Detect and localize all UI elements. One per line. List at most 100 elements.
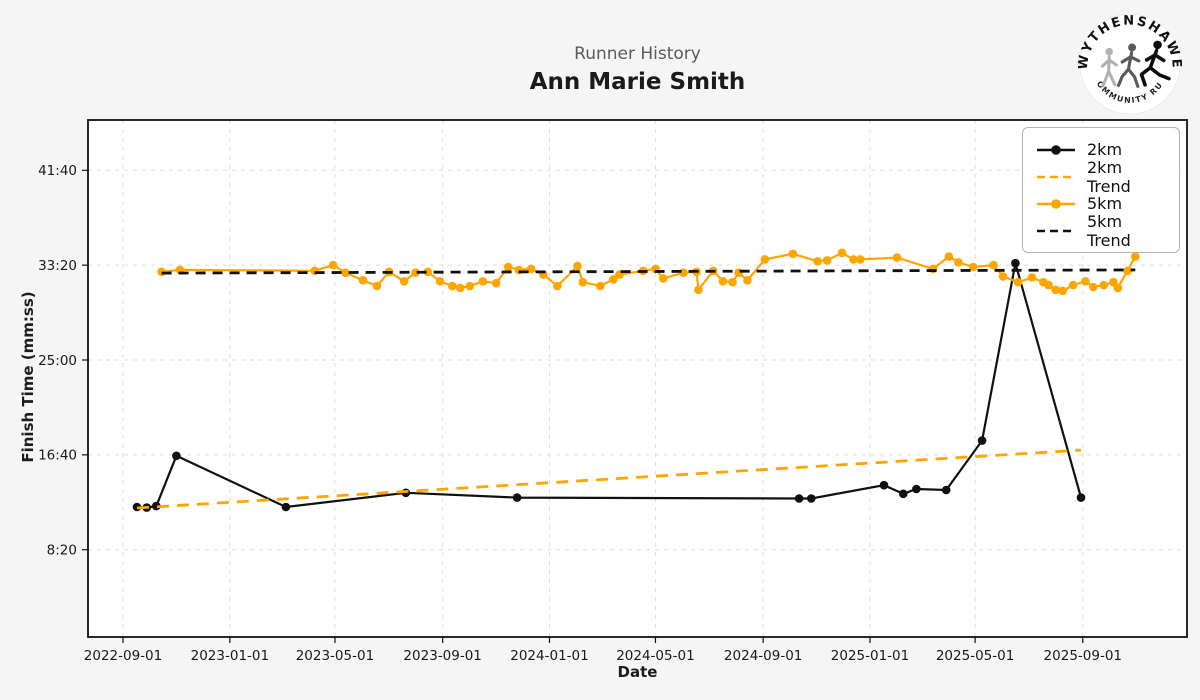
data-point bbox=[1099, 280, 1109, 290]
legend-item-2km: 2km bbox=[1035, 136, 1167, 163]
x-tick-label: 2024-05-01 bbox=[616, 648, 694, 664]
2km-trend-dash-sample-icon bbox=[1035, 169, 1077, 185]
legend-item-5km: 5km bbox=[1035, 190, 1167, 217]
data-point bbox=[512, 493, 522, 502]
series-2km-trend bbox=[136, 448, 1082, 510]
series-line bbox=[161, 268, 1136, 275]
data-point bbox=[1131, 252, 1140, 261]
data-point bbox=[1051, 285, 1060, 295]
runner-silhouette-mid-icon bbox=[1117, 43, 1141, 88]
x-tick-label: 2024-01-01 bbox=[510, 648, 588, 664]
legend-item-5km-trend: 5km Trend bbox=[1035, 212, 1167, 250]
data-point bbox=[573, 261, 582, 271]
data-point bbox=[944, 252, 954, 261]
data-point bbox=[553, 281, 562, 291]
legend: 2km 2km Trend 5km 5km Trend bbox=[1022, 127, 1180, 253]
data-point bbox=[504, 262, 513, 272]
data-point bbox=[743, 276, 752, 285]
x-axis-label: Date bbox=[617, 663, 658, 681]
data-point bbox=[977, 436, 987, 445]
data-point bbox=[1011, 258, 1020, 268]
runner-silhouette-dark-icon bbox=[1139, 40, 1171, 87]
data-point bbox=[1081, 277, 1090, 286]
data-point bbox=[807, 494, 816, 503]
data-point bbox=[455, 283, 465, 293]
runner-name-title: Ann Marie Smith bbox=[529, 69, 746, 96]
data-point bbox=[998, 272, 1008, 281]
data-point bbox=[578, 277, 588, 287]
data-point bbox=[760, 255, 770, 264]
data-point bbox=[152, 501, 161, 511]
data-point bbox=[694, 285, 703, 295]
series-line bbox=[136, 262, 1083, 509]
data-point bbox=[989, 260, 998, 270]
data-point bbox=[794, 494, 804, 503]
y-tick-label: 8:20 bbox=[47, 543, 77, 559]
runners-icon bbox=[1100, 40, 1171, 88]
plot-border bbox=[87, 119, 1188, 638]
data-point bbox=[899, 489, 908, 499]
data-point bbox=[372, 281, 382, 291]
y-axis-label: Finish Time (mm:ss) bbox=[19, 291, 37, 463]
data-point bbox=[879, 480, 889, 490]
5km-line-sample-icon bbox=[1035, 196, 1077, 212]
data-point bbox=[423, 267, 433, 277]
data-point bbox=[849, 255, 858, 264]
data-point bbox=[526, 264, 536, 274]
data-point bbox=[1068, 280, 1078, 290]
data-point bbox=[969, 262, 978, 272]
legend-label-5km: 5km bbox=[1087, 194, 1123, 213]
series-5km-trend bbox=[161, 268, 1136, 275]
legend-item-2km-trend: 2km Trend bbox=[1035, 158, 1167, 196]
data-point bbox=[1058, 286, 1067, 296]
data-point bbox=[892, 253, 902, 262]
tick-labels: 2022-09-01 2023-01-01 2023-05-01 2023-09-01… bbox=[38, 163, 1122, 664]
y-tick-label: 16:40 bbox=[38, 448, 77, 464]
data-point bbox=[1076, 493, 1086, 502]
data-point bbox=[596, 281, 605, 291]
data-point bbox=[1089, 282, 1098, 292]
data-point bbox=[435, 277, 445, 286]
data-point bbox=[341, 268, 350, 278]
data-point bbox=[954, 258, 963, 267]
data-point bbox=[912, 484, 921, 494]
data-point bbox=[822, 256, 832, 265]
legend-label-2km-trend: 2km Trend bbox=[1087, 157, 1131, 196]
data-point bbox=[281, 502, 291, 512]
data-point bbox=[837, 248, 847, 258]
tick-marks bbox=[82, 169, 1084, 643]
gridlines bbox=[88, 120, 1187, 637]
chart-header: Runner History Ann Marie Smith bbox=[88, 44, 1187, 98]
data-point bbox=[1027, 273, 1037, 282]
x-tick-label: 2025-01-01 bbox=[831, 648, 909, 664]
data-point bbox=[734, 268, 743, 278]
legend-label-5km-trend: 5km Trend bbox=[1087, 211, 1131, 250]
data-point bbox=[465, 281, 475, 291]
data-point bbox=[411, 268, 420, 278]
data-point bbox=[478, 277, 488, 286]
data-point bbox=[718, 277, 728, 286]
x-tick-label: 2024-09-01 bbox=[724, 648, 802, 664]
x-tick-label: 2023-09-01 bbox=[403, 648, 481, 664]
data-point bbox=[728, 277, 737, 287]
y-tick-label: 41:40 bbox=[38, 163, 77, 179]
legend-label-2km: 2km bbox=[1087, 140, 1123, 159]
chart-subtitle: Runner History bbox=[574, 44, 701, 64]
data-point bbox=[813, 257, 822, 266]
data-point bbox=[941, 485, 951, 495]
data-point bbox=[609, 275, 618, 284]
plot-area bbox=[88, 120, 1187, 637]
x-tick-label: 2023-05-01 bbox=[296, 648, 374, 664]
5km-trend-dash-sample-icon bbox=[1035, 223, 1077, 239]
data-point bbox=[358, 276, 368, 285]
y-tick-label: 33:20 bbox=[38, 258, 77, 274]
x-tick-label: 2025-05-01 bbox=[936, 648, 1014, 664]
data-point bbox=[491, 278, 501, 288]
y-tick-label: 25:00 bbox=[38, 353, 77, 369]
x-tick-label: 2022-09-01 bbox=[84, 648, 162, 664]
data-point bbox=[659, 274, 668, 283]
data-point bbox=[399, 277, 409, 286]
wythenshawe-community-run-logo: WYTHENSHAWE COMMUNITY RUN bbox=[1078, 10, 1182, 114]
2km-line-sample-icon bbox=[1035, 142, 1077, 158]
